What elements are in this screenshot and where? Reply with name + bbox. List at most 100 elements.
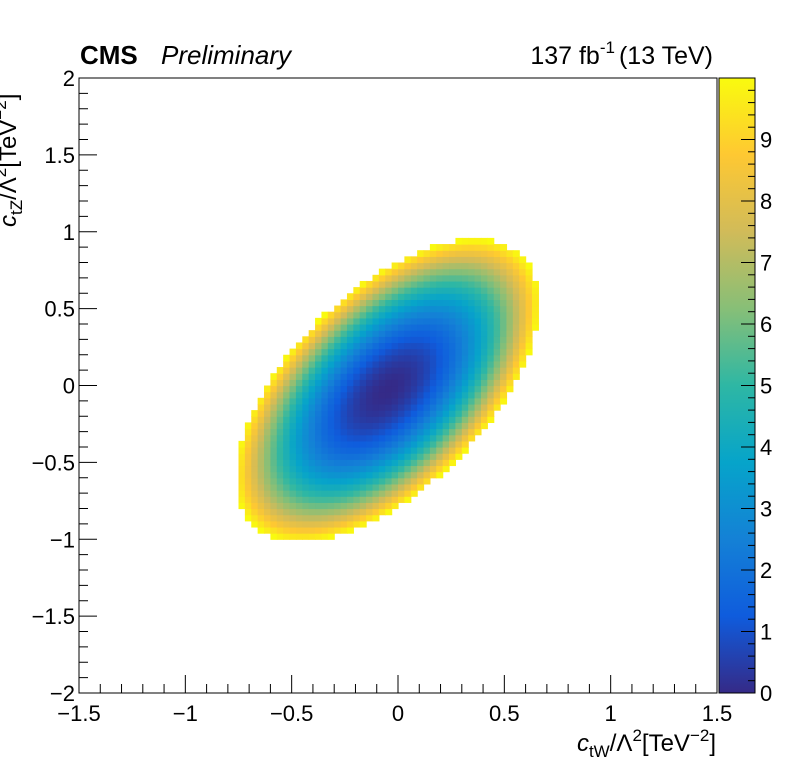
- heatmap-cell: [493, 268, 501, 276]
- heatmap-cell: [398, 385, 405, 393]
- heatmap-cell: [423, 262, 431, 270]
- heatmap-cell: [480, 237, 488, 245]
- heatmap-cell: [480, 250, 488, 257]
- heatmap-cell: [346, 471, 354, 479]
- heatmap-cell: [321, 354, 329, 362]
- x-title-sup: 2: [632, 726, 641, 745]
- heatmap-cell: [442, 336, 450, 344]
- heatmap-cell: [315, 471, 323, 479]
- heatmap-cell: [436, 410, 444, 417]
- heatmap-cell: [455, 447, 463, 454]
- heatmap-cell: [270, 385, 278, 393]
- heatmap-cell: [436, 250, 444, 257]
- heatmap-cell: [353, 299, 361, 307]
- x-axis-title: ctW/Λ2[TeV−2]: [577, 726, 716, 761]
- heatmap-cell: [398, 268, 405, 276]
- heatmap-cell: [429, 397, 437, 405]
- heatmap-cell: [429, 360, 437, 368]
- heatmap-cell: [334, 354, 342, 362]
- heatmap-cell: [295, 459, 303, 467]
- heatmap-cell: [417, 477, 425, 485]
- heatmap-cell: [436, 385, 444, 393]
- heatmap-cell: [372, 342, 380, 350]
- heatmap-cell: [410, 324, 418, 331]
- heatmap-cell: [372, 274, 380, 282]
- heatmap-cell: [410, 262, 418, 270]
- heatmap-cell: [244, 428, 252, 436]
- heatmap-cell: [480, 311, 488, 319]
- heatmap-cell: [295, 342, 303, 350]
- heatmap-cell: [334, 305, 342, 313]
- heatmap-cell: [442, 311, 450, 319]
- heatmap-cell: [493, 336, 501, 344]
- heatmap-cell: [378, 434, 386, 442]
- x-tick-label: 0.5: [489, 701, 520, 726]
- heatmap-cell: [398, 280, 405, 288]
- heatmap-cell: [487, 416, 495, 423]
- heatmap-cell: [417, 280, 425, 288]
- heatmap-cell: [500, 287, 508, 294]
- heatmap-cell: [455, 360, 463, 368]
- heatmap-cell: [308, 367, 316, 374]
- heatmap-cell: [436, 244, 444, 251]
- heatmap-cell: [359, 514, 367, 522]
- heatmap-cell: [404, 490, 412, 497]
- heatmap-cell: [410, 373, 418, 380]
- heatmap-cell: [442, 367, 450, 374]
- heatmap-cell: [487, 244, 495, 251]
- heatmap-cell: [480, 262, 488, 270]
- heatmap-cell: [264, 416, 271, 423]
- heatmap-cell: [410, 397, 418, 405]
- heatmap-cell: [315, 508, 323, 516]
- heatmap-cell: [398, 483, 405, 491]
- heatmap-cell: [442, 379, 450, 387]
- heatmap-cell: [378, 459, 386, 467]
- heatmap-cell: [410, 453, 418, 460]
- heatmap-cell: [398, 465, 405, 473]
- heatmap-cell: [308, 360, 316, 368]
- lumi-label: 137 fb-1 (13 TeV): [530, 38, 713, 70]
- heatmap-cell: [474, 274, 482, 282]
- heatmap-cell: [519, 262, 527, 270]
- heatmap-cell: [404, 262, 412, 270]
- heatmap-cell: [461, 250, 469, 257]
- heatmap-cell: [512, 324, 520, 331]
- heatmap-cell: [289, 502, 297, 510]
- heatmap-cell: [398, 440, 405, 448]
- heatmap-cell: [327, 453, 335, 460]
- heatmap-cell: [519, 274, 527, 282]
- heatmap-cell: [334, 459, 342, 467]
- heatmap-cell: [391, 280, 399, 288]
- heatmap-cell: [410, 416, 418, 423]
- heatmap-cell: [461, 256, 469, 264]
- heatmap-cell: [423, 256, 431, 264]
- heatmap-cell: [474, 256, 482, 264]
- heatmap-cell: [474, 391, 482, 399]
- heatmap-cell: [378, 336, 386, 344]
- heatmap-cell: [372, 336, 380, 344]
- heatmap-cell: [493, 299, 501, 307]
- heatmap-cell: [327, 459, 335, 467]
- heatmap-cell: [372, 348, 380, 356]
- heatmap-cell: [429, 244, 437, 251]
- heatmap-cell: [455, 410, 463, 417]
- heatmap-cell: [398, 336, 405, 344]
- heatmap-cell: [468, 416, 476, 423]
- heatmap-cell: [353, 428, 361, 436]
- heatmap-cell: [270, 391, 278, 399]
- heatmap-cell: [480, 348, 488, 356]
- heatmap-cell: [321, 311, 329, 319]
- heatmap-cell: [366, 324, 374, 331]
- heatmap-cell: [519, 311, 527, 319]
- heatmap-cell: [404, 317, 412, 325]
- heatmap-cell: [461, 354, 469, 362]
- heatmap-cell: [321, 453, 329, 460]
- heatmap-cell: [500, 330, 508, 337]
- heatmap-cell: [302, 428, 310, 436]
- heatmap-cell: [302, 342, 310, 350]
- heatmap-cell: [493, 403, 501, 411]
- heatmap-cell: [353, 447, 361, 454]
- heatmap-cell: [359, 416, 367, 423]
- heatmap-cell: [372, 471, 380, 479]
- heatmap-cell: [353, 477, 361, 485]
